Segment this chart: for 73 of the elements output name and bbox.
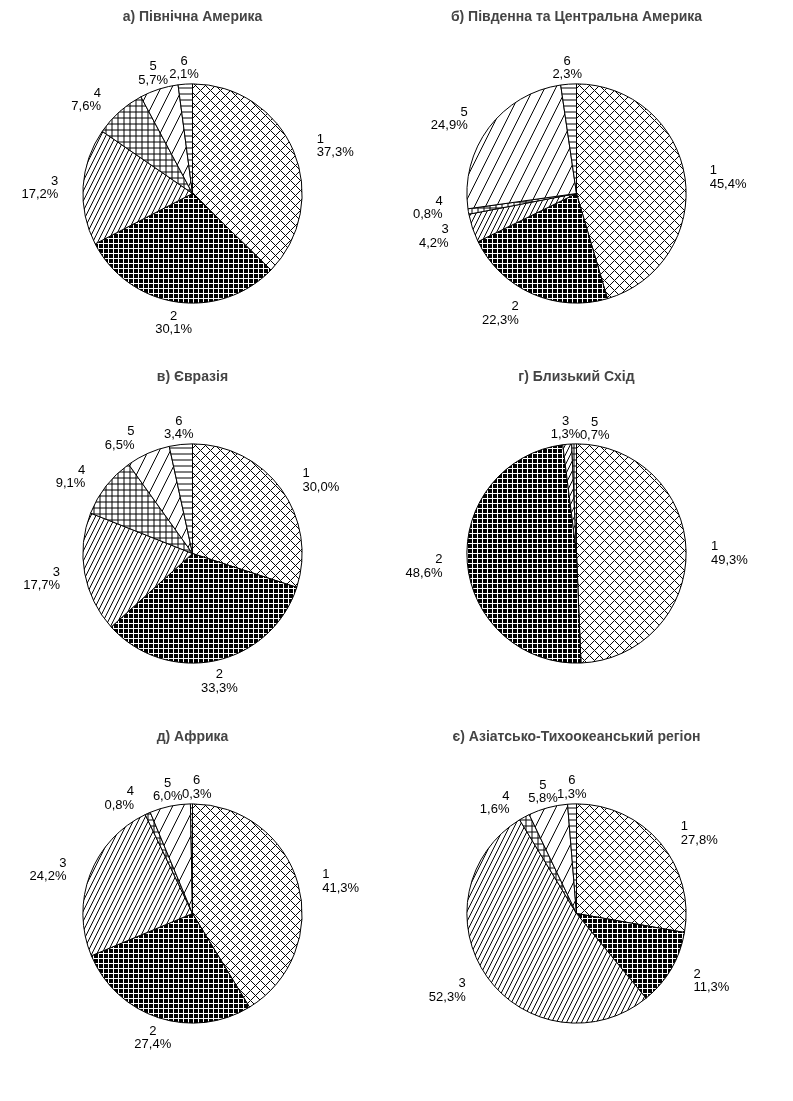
data-label: 30,0% bbox=[302, 478, 340, 494]
slice-label: 6 bbox=[563, 52, 571, 68]
data-label: 11,3% bbox=[693, 979, 730, 995]
data-label: 52,3% bbox=[428, 988, 467, 1004]
chart-title: г) Близький Схід bbox=[518, 367, 635, 384]
data-label: 24,9% bbox=[430, 117, 469, 133]
slice-label: 3 bbox=[59, 854, 67, 870]
data-label: 7,6% bbox=[71, 98, 102, 114]
slice-label: 3 bbox=[51, 172, 59, 188]
slice-label: 5 bbox=[539, 776, 547, 792]
slice-label: 6 bbox=[193, 772, 201, 788]
data-label: 30,1% bbox=[155, 321, 193, 337]
data-label: 0,8% bbox=[412, 206, 444, 222]
data-label: 41,3% bbox=[322, 879, 360, 895]
data-label: 6,0% bbox=[152, 788, 183, 804]
data-label: 5,7% bbox=[138, 71, 169, 87]
data-label: 48,6% bbox=[405, 564, 443, 580]
data-label: 4,2% bbox=[419, 234, 450, 250]
data-label: 27,4% bbox=[134, 1036, 172, 1052]
slice-label: 5 bbox=[149, 58, 157, 74]
data-label: 22,3% bbox=[481, 311, 520, 327]
data-label: 5,8% bbox=[528, 790, 559, 806]
slice-label: 5 bbox=[591, 413, 599, 429]
slice-label: 1 bbox=[680, 818, 689, 834]
slice-label: 5 bbox=[460, 103, 468, 119]
slice-label: 6 bbox=[568, 772, 576, 788]
slice-label: 3 bbox=[561, 412, 570, 428]
chart-title: в) Євразія bbox=[156, 367, 229, 384]
data-label: 0,3% bbox=[181, 785, 212, 801]
slice-label: 1 bbox=[710, 538, 719, 554]
data-label: 37,3% bbox=[316, 144, 355, 160]
slice-label: 4 bbox=[93, 84, 101, 100]
slice-label: 2 bbox=[435, 551, 443, 567]
data-label: 49,3% bbox=[710, 551, 749, 567]
data-label: 6,5% bbox=[104, 436, 135, 452]
data-label: 1,6% bbox=[479, 801, 510, 817]
slice-label: 5 bbox=[127, 423, 135, 439]
slice-label: 5 bbox=[164, 774, 172, 790]
slice-label: 2 bbox=[149, 1022, 157, 1038]
data-label: 2,3% bbox=[552, 66, 583, 82]
data-label: 1,3% bbox=[550, 426, 581, 442]
chart-title: є) Азіатсько-Тихоокеанський регіон bbox=[452, 727, 701, 744]
data-label: 17,2% bbox=[21, 186, 59, 202]
data-label: 0,7% bbox=[579, 427, 610, 443]
slice-label: 3 bbox=[441, 221, 449, 237]
slice-label: 4 bbox=[435, 193, 443, 209]
data-label: 9,1% bbox=[55, 475, 86, 491]
slice-label: 1 bbox=[322, 866, 330, 882]
slice-label: 2 bbox=[215, 666, 223, 682]
slice-label: 2 bbox=[511, 298, 519, 314]
data-label: 2,1% bbox=[169, 66, 200, 82]
data-label: 24,2% bbox=[29, 868, 67, 884]
slice-label: 2 bbox=[693, 965, 701, 981]
data-label: 27,8% bbox=[680, 831, 719, 847]
slice-label: 1 bbox=[316, 130, 325, 146]
slice-label: 1 bbox=[709, 162, 717, 178]
slice-label: 3 bbox=[52, 563, 61, 579]
slice-label: 4 bbox=[502, 787, 510, 803]
slice-label: 6 bbox=[180, 52, 188, 68]
slice-label: 3 bbox=[458, 975, 466, 991]
slice-label: 2 bbox=[169, 307, 178, 323]
data-label: 17,7% bbox=[23, 577, 61, 593]
slice-label: 4 bbox=[126, 783, 135, 799]
data-label: 3,4% bbox=[163, 426, 195, 442]
data-label: 45,4% bbox=[709, 175, 747, 191]
slice-label: 1 bbox=[302, 465, 310, 481]
data-label: 33,3% bbox=[200, 679, 239, 695]
slice-label: 4 bbox=[78, 461, 86, 477]
slice-label: 6 bbox=[175, 413, 183, 429]
chart-title: д) Африка bbox=[156, 727, 229, 744]
chart-title: а) Північна Америка bbox=[122, 7, 263, 24]
chart-title: б) Південна та Центральна Америка bbox=[450, 7, 703, 24]
data-label: 0,8% bbox=[104, 796, 135, 812]
